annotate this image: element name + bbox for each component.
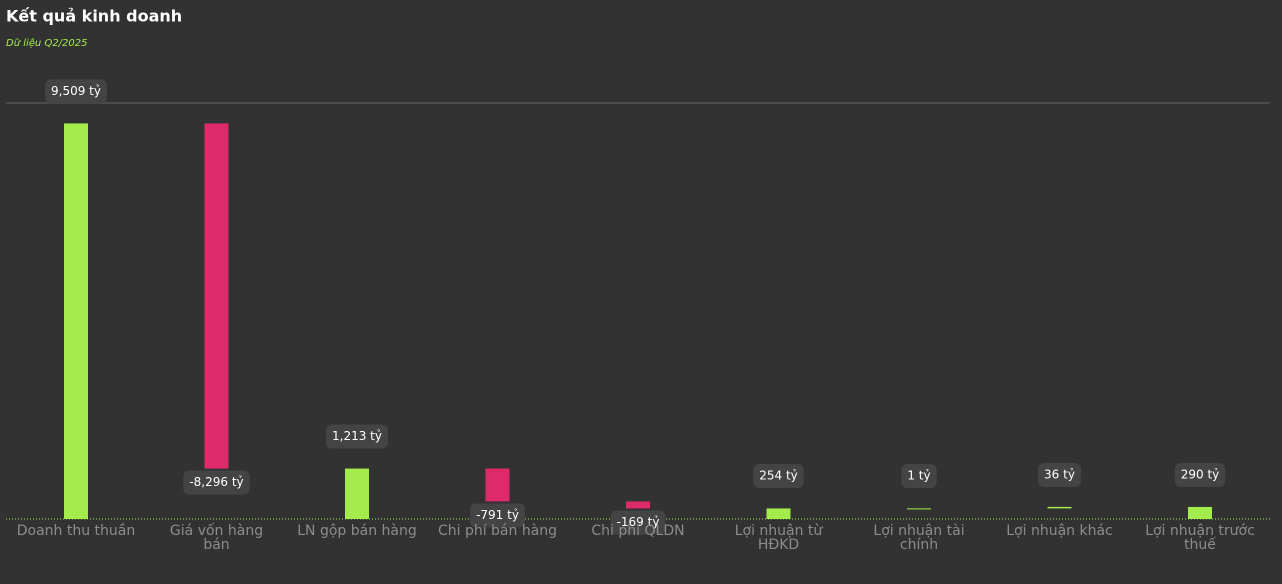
- value-label-box: [1038, 462, 1081, 487]
- chart-title: Kết quả kinh doanh: [6, 7, 182, 26]
- bar: [485, 468, 510, 502]
- value-label: 254 tỷ: [759, 469, 798, 483]
- value-label: -791 tỷ: [476, 508, 519, 522]
- bar: [345, 468, 369, 519]
- bar: [64, 123, 88, 519]
- x-tick-label: Lợi nhuận trước thuế: [1145, 523, 1255, 553]
- bar: [766, 508, 791, 519]
- value-label: 1,213 tỷ: [332, 429, 382, 443]
- x-tick-label: Chi phí QLDN: [591, 523, 685, 539]
- value-label-box: [326, 424, 388, 449]
- value-label-box: [610, 510, 666, 535]
- bar: [1188, 506, 1212, 519]
- value-label-box: [901, 464, 937, 488]
- x-tick-label: Doanh thu thuần: [16, 523, 136, 539]
- bar: [626, 501, 650, 509]
- x-tick-label: Lợi nhuận từ HĐKD: [734, 523, 823, 553]
- value-label-box: [470, 503, 525, 528]
- value-label: 290 tỷ: [1181, 467, 1220, 481]
- bar: [907, 508, 931, 510]
- value-label-box: [183, 470, 250, 495]
- x-tick-label: LN gộp bán hàng: [297, 523, 417, 539]
- chart-subtitle: Dữ liệu Q2/2025: [6, 37, 88, 49]
- value-label: -8,296 tỷ: [189, 475, 243, 489]
- value-label: 1 tỷ: [907, 469, 930, 483]
- x-tick-label: Giá vốn hàng bán: [169, 523, 264, 553]
- bar: [204, 123, 229, 469]
- value-label-box: [45, 79, 107, 104]
- value-label-box: [753, 464, 804, 488]
- value-label: -169 tỷ: [617, 515, 660, 529]
- value-label: 36 tỷ: [1044, 467, 1075, 481]
- x-tick-label: Lợi nhuận khác: [1006, 523, 1113, 539]
- x-tick-label: Chi phí bán hàng: [437, 523, 558, 539]
- value-label-box: [1174, 462, 1226, 487]
- bar: [1047, 506, 1072, 509]
- value-label: 9,509 tỷ: [51, 84, 101, 98]
- x-tick-label: Lợi nhuận tài chính: [873, 523, 965, 553]
